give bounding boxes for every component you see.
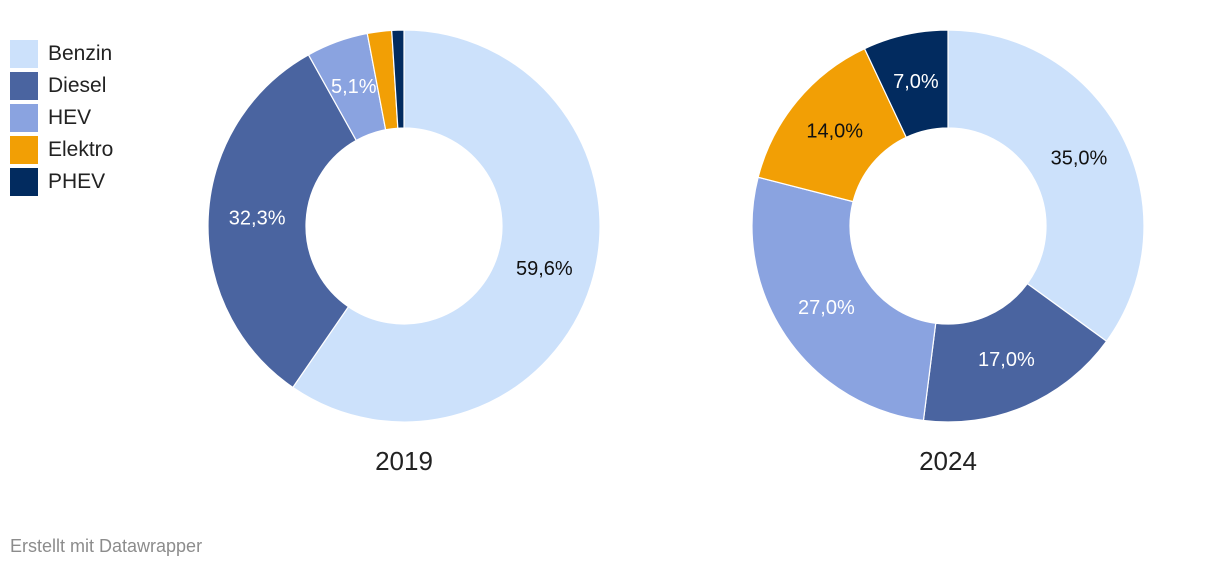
slice-2024-hev	[751, 176, 937, 422]
slice-2019-phev	[391, 29, 405, 129]
slice-label-2019-hev: 5,1%	[331, 76, 377, 98]
legend-swatch-benzin	[10, 40, 38, 68]
legend: Benzin Diesel HEV Elektro PHEV	[10, 38, 113, 198]
legend-label-phev: PHEV	[48, 170, 106, 193]
slice-label-2024-benzin: 35,0%	[1051, 148, 1108, 170]
legend-label-diesel: Diesel	[48, 74, 107, 97]
slice-label-2024-hev: 27,0%	[798, 297, 855, 319]
slice-2019-benzin	[291, 29, 601, 423]
legend-swatch-elektro	[10, 136, 38, 164]
legend-swatch-hev	[10, 104, 38, 132]
legend-item-hev: HEV	[10, 102, 113, 134]
legend-item-elektro: Elektro	[10, 134, 113, 166]
legend-swatch-phev	[10, 168, 38, 196]
slice-label-2024-diesel: 17,0%	[978, 349, 1035, 371]
legend-label-benzin: Benzin	[48, 42, 113, 65]
legend-item-phev: PHEV	[10, 166, 113, 198]
slice-2024-benzin	[947, 29, 1145, 343]
legend-swatch-diesel	[10, 72, 38, 100]
slice-2024-diesel	[922, 282, 1108, 423]
slice-label-2019-benzin: 59,6%	[516, 258, 573, 280]
donut-charts: 59,6% 32,3% 5,1% 2019 35,0% 17,0% 27,0% 14,0% 7,…	[207, 29, 1145, 476]
chart-title-2019: 2019	[375, 446, 433, 476]
slice-label-2019-diesel: 32,3%	[229, 207, 286, 229]
legend-label-hev: HEV	[48, 106, 92, 129]
slice-2024-phev	[863, 29, 949, 139]
slice-label-2024-phev: 7,0%	[893, 71, 939, 93]
chart-title-2024: 2024	[919, 446, 977, 476]
legend-label-elektro: Elektro	[48, 138, 114, 161]
legend-item-benzin: Benzin	[10, 38, 113, 70]
legend-item-diesel: Diesel	[10, 70, 113, 102]
slice-label-2024-elektro: 14,0%	[806, 121, 863, 143]
donut-2024: 35,0% 17,0% 27,0% 14,0% 7,0% 2024	[751, 29, 1145, 476]
slice-2019-diesel	[207, 54, 358, 389]
footer-credit: Erstellt mit Datawrapper	[10, 536, 203, 556]
donut-2019: 59,6% 32,3% 5,1% 2019	[207, 29, 601, 476]
